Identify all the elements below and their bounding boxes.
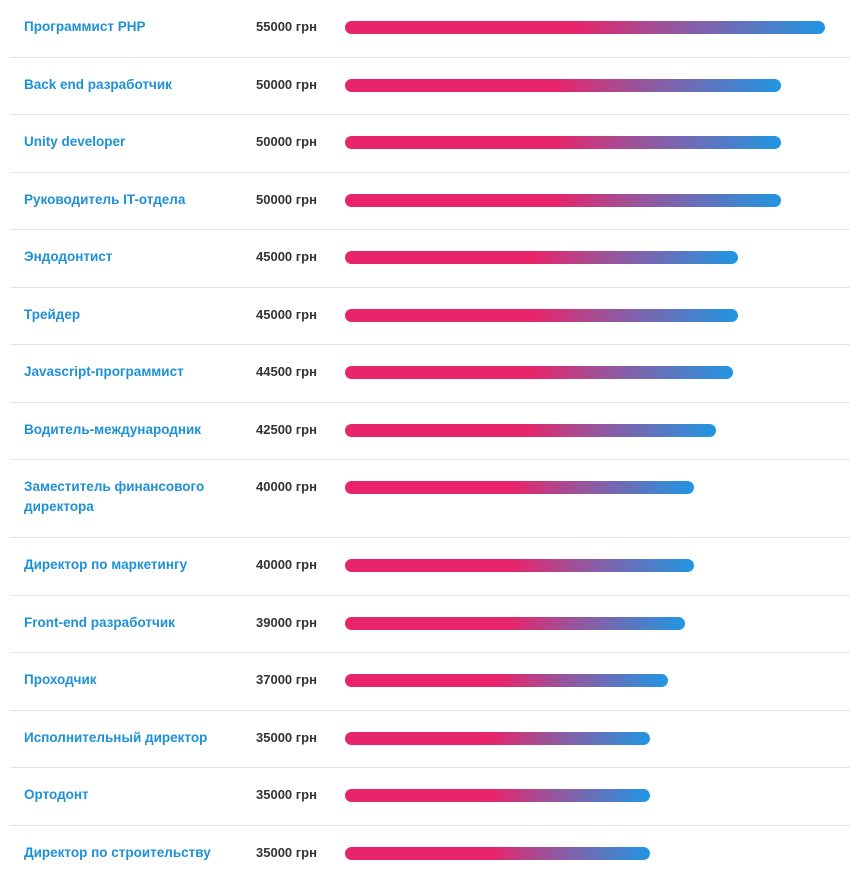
salary-value: 42500 грн — [242, 420, 344, 440]
salary-bar-track — [345, 785, 825, 805]
salary-value: 50000 грн — [242, 132, 344, 152]
job-title-link[interactable]: Водитель-международник — [10, 420, 242, 440]
list-item: Front-end разработчик 39000 грн — [10, 596, 850, 654]
list-item: Unity developer 50000 грн — [10, 115, 850, 173]
job-title-link[interactable]: Проходчик — [10, 670, 242, 690]
salary-bar — [345, 136, 781, 149]
salary-bar — [345, 789, 650, 802]
job-title-link[interactable]: Заместитель финансового директора — [10, 477, 242, 517]
salary-value: 50000 грн — [242, 75, 344, 95]
salary-bar-track — [345, 613, 825, 633]
salary-bar — [345, 847, 650, 860]
salary-bar-track — [345, 362, 825, 382]
job-title-link[interactable]: Директор по маркетингу — [10, 555, 242, 575]
salary-bar — [345, 194, 781, 207]
salary-bar — [345, 559, 694, 572]
salary-value: 50000 грн — [242, 190, 344, 210]
job-title-link[interactable]: Руководитель IT-отдела — [10, 190, 242, 210]
salary-ranking-list: Программист PHP 55000 грн Back end разра… — [10, 0, 850, 883]
salary-bar-track — [345, 247, 825, 267]
list-item: Директор по маркетингу 40000 грн — [10, 538, 850, 596]
salary-bar — [345, 79, 781, 92]
job-title-link[interactable]: Back end разработчик — [10, 75, 242, 95]
salary-bar-track — [345, 75, 825, 95]
job-title-link[interactable]: Исполнительный директор — [10, 728, 242, 748]
salary-bar-track — [345, 477, 825, 497]
list-item: Эндодонтист 45000 грн — [10, 230, 850, 288]
salary-bar-track — [345, 305, 825, 325]
salary-bar-track — [345, 670, 825, 690]
salary-bar — [345, 732, 650, 745]
salary-value: 39000 грн — [242, 613, 344, 633]
salary-value: 44500 грн — [242, 362, 344, 382]
salary-value: 40000 грн — [242, 555, 344, 575]
salary-bar — [345, 481, 694, 494]
salary-bar — [345, 366, 733, 379]
salary-value: 35000 грн — [242, 785, 344, 805]
salary-bar — [345, 21, 825, 34]
salary-bar — [345, 424, 716, 437]
salary-bar-track — [345, 17, 825, 37]
salary-value: 45000 грн — [242, 305, 344, 325]
list-item: Трейдер 45000 грн — [10, 288, 850, 346]
job-title-link[interactable]: Директор по строительству — [10, 843, 242, 863]
salary-bar-track — [345, 190, 825, 210]
list-item: Программист PHP 55000 грн — [10, 0, 850, 58]
salary-bar — [345, 617, 685, 630]
job-title-link[interactable]: Трейдер — [10, 305, 242, 325]
list-item: Руководитель IT-отдела 50000 грн — [10, 173, 850, 231]
list-item: Директор по строительству 35000 грн — [10, 826, 850, 883]
job-title-link[interactable]: Программист PHP — [10, 17, 242, 37]
list-item: Исполнительный директор 35000 грн — [10, 711, 850, 769]
salary-value: 35000 грн — [242, 728, 344, 748]
salary-value: 55000 грн — [242, 17, 344, 37]
job-title-link[interactable]: Ортодонт — [10, 785, 242, 805]
salary-bar — [345, 309, 738, 322]
list-item: Водитель-международник 42500 грн — [10, 403, 850, 461]
salary-bar — [345, 251, 738, 264]
salary-bar-track — [345, 420, 825, 440]
salary-bar-track — [345, 728, 825, 748]
salary-value: 40000 грн — [242, 477, 344, 497]
salary-value: 45000 грн — [242, 247, 344, 267]
job-title-link[interactable]: Unity developer — [10, 132, 242, 152]
list-item: Ортодонт 35000 грн — [10, 768, 850, 826]
list-item: Javascript-программист 44500 грн — [10, 345, 850, 403]
job-title-link[interactable]: Front-end разработчик — [10, 613, 242, 633]
salary-bar-track — [345, 555, 825, 575]
salary-bar-track — [345, 843, 825, 863]
salary-bar — [345, 674, 668, 687]
job-title-link[interactable]: Javascript-программист — [10, 362, 242, 382]
list-item: Back end разработчик 50000 грн — [10, 58, 850, 116]
list-item: Заместитель финансового директора 40000 … — [10, 460, 850, 538]
salary-value: 37000 грн — [242, 670, 344, 690]
salary-bar-track — [345, 132, 825, 152]
salary-value: 35000 грн — [242, 843, 344, 863]
job-title-link[interactable]: Эндодонтист — [10, 247, 242, 267]
list-item: Проходчик 37000 грн — [10, 653, 850, 711]
